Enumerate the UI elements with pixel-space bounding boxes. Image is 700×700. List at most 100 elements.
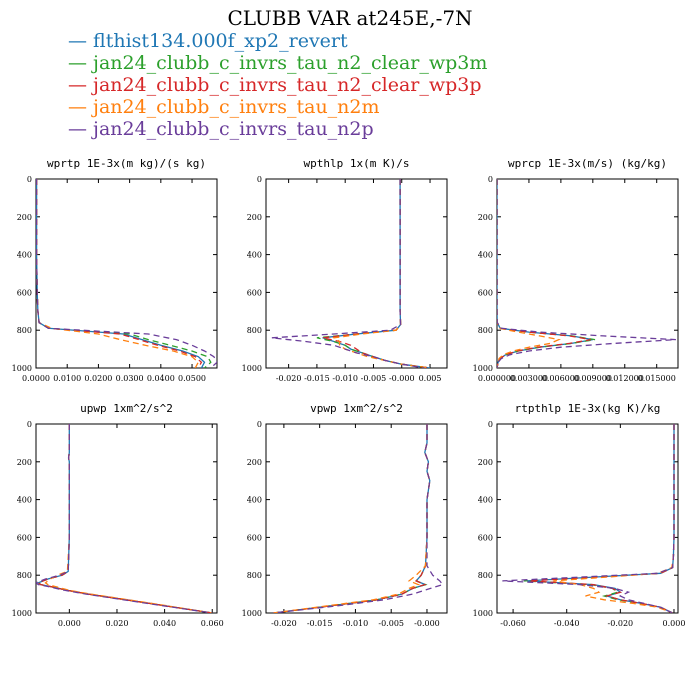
- legend-item: — jan24_clubb_c_invrs_tau_n2_clear_wp3m: [68, 52, 487, 74]
- legend-dash: —: [68, 74, 94, 96]
- y-tick-label: 600: [17, 288, 32, 297]
- series-line: [44, 424, 213, 613]
- x-tick-label: -0.010: [343, 619, 369, 628]
- plot-frame: [496, 423, 679, 614]
- x-tick-label: 0.060: [201, 619, 224, 628]
- series-line: [526, 424, 675, 613]
- legend-dash: —: [68, 96, 94, 118]
- y-tick-label: 400: [247, 251, 262, 260]
- panel-title: wpthlp 1x(m K)/s: [304, 157, 410, 170]
- y-tick-label: 0: [257, 175, 262, 184]
- legend-dash: —: [68, 30, 94, 52]
- chart-panel: wprtp 1E-3x(m kg)/(s kg) 0 200 400 600 800 100…: [12, 157, 218, 383]
- x-tick-label: -0.000: [414, 619, 440, 628]
- x-tick-label: -0.005: [361, 374, 387, 383]
- x-tick-label: 0.000: [58, 619, 81, 628]
- y-tick-label: 600: [247, 533, 262, 542]
- x-tick-label: 0.000: [663, 619, 686, 628]
- x-tick-label: -0.020: [271, 619, 297, 628]
- x-tick-label: -0.000: [389, 374, 415, 383]
- y-tick-label: 800: [247, 571, 262, 580]
- y-tick-label: 1000: [12, 609, 32, 618]
- x-tick-label: 0.009000: [574, 374, 612, 383]
- series-line: [37, 424, 213, 613]
- y-tick-label: 1000: [473, 609, 493, 618]
- x-tick-label: -0.060: [500, 619, 526, 628]
- x-tick-label: -0.015: [304, 374, 330, 383]
- x-tick-label: 0.003000: [510, 374, 548, 383]
- series-line: [273, 424, 431, 613]
- series-line: [273, 424, 431, 613]
- series-line: [273, 424, 431, 613]
- x-tick-label: -0.020: [608, 619, 634, 628]
- x-tick-label: 0.000000: [478, 374, 516, 383]
- series-line: [497, 179, 593, 368]
- y-tick-label: 200: [17, 213, 32, 222]
- x-tick-label: -0.005: [378, 619, 404, 628]
- series-line: [529, 424, 675, 613]
- x-tick-label: -0.015: [307, 619, 333, 628]
- series-line: [36, 179, 212, 368]
- y-tick-label: 600: [247, 288, 262, 297]
- series-line: [36, 179, 206, 368]
- x-tick-label: 0.015000: [638, 374, 676, 383]
- series-line: [497, 179, 591, 368]
- panel-title: upwp 1xm^2/s^2: [80, 402, 173, 415]
- plot-frame: [265, 178, 448, 369]
- panel-title: rtpthlp 1E-3x(kg K)/kg: [515, 402, 661, 415]
- series-line: [271, 179, 425, 368]
- series-line: [273, 424, 444, 613]
- y-tick-label: 800: [247, 326, 262, 335]
- y-tick-label: 0: [488, 420, 493, 429]
- legend-label: jan24_clubb_c_invrs_tau_n2p: [93, 118, 374, 140]
- y-tick-label: 1000: [473, 364, 493, 373]
- figure-title: CLUBB VAR at245E,-7N: [227, 6, 473, 30]
- y-tick-label: 400: [478, 496, 493, 505]
- series-line: [36, 179, 217, 368]
- y-tick-label: 1000: [242, 364, 262, 373]
- y-tick-label: 200: [478, 213, 493, 222]
- x-tick-label: 0.040: [153, 619, 176, 628]
- chart-panel: vpwp 1xm^2/s^2 0 200 400 600 800 1000 -0.020 -0.…: [242, 402, 448, 628]
- y-tick-label: 400: [17, 496, 32, 505]
- series-line: [497, 179, 596, 368]
- y-tick-label: 200: [478, 458, 493, 467]
- x-tick-label: 0.020: [106, 619, 129, 628]
- legend-item: — jan24_clubb_c_invrs_tau_n2m: [68, 96, 487, 118]
- chart-panel: wprcp 1E-3x(m/s) (kg/kg) 0 200 400 600 800 100…: [473, 157, 679, 383]
- series-line: [502, 424, 675, 613]
- y-tick-label: 200: [247, 458, 262, 467]
- series-line: [497, 179, 676, 368]
- legend: — flthist134.000f_xp2_revert — jan24_clu…: [68, 30, 487, 140]
- y-tick-label: 1000: [12, 364, 32, 373]
- y-tick-label: 0: [257, 420, 262, 429]
- x-tick-label: 0.0500: [178, 374, 206, 383]
- series-line: [37, 424, 213, 613]
- y-tick-label: 0: [27, 175, 32, 184]
- x-tick-label: 0.006000: [542, 374, 580, 383]
- x-tick-label: 0.0000: [22, 374, 50, 383]
- x-tick-label: 0.005: [419, 374, 442, 383]
- series-line: [316, 179, 431, 368]
- x-tick-label: 0.0200: [84, 374, 112, 383]
- y-tick-label: 400: [478, 251, 493, 260]
- plot-frame: [35, 178, 218, 369]
- chart-panel: rtpthlp 1E-3x(kg K)/kg02004006008001000-…: [473, 402, 686, 628]
- series-line: [273, 424, 431, 613]
- y-tick-label: 200: [247, 213, 262, 222]
- x-tick-label: -0.010: [332, 374, 358, 383]
- legend-label: jan24_clubb_c_invrs_tau_n2_clear_wp3p: [93, 74, 482, 96]
- legend-label: flthist134.000f_xp2_revert: [93, 30, 348, 52]
- y-tick-label: 0: [488, 175, 493, 184]
- y-tick-label: 600: [17, 533, 32, 542]
- series-line: [322, 179, 431, 368]
- x-tick-label: 0.012000: [606, 374, 644, 383]
- y-tick-label: 800: [17, 571, 32, 580]
- panel-title: vpwp 1xm^2/s^2: [310, 402, 403, 415]
- series-line: [497, 179, 561, 368]
- x-tick-label: 0.0400: [147, 374, 175, 383]
- legend-label: jan24_clubb_c_invrs_tau_n2m: [93, 96, 380, 118]
- series-line: [523, 424, 675, 613]
- legend-item: — jan24_clubb_c_invrs_tau_n2_clear_wp3p: [68, 74, 487, 96]
